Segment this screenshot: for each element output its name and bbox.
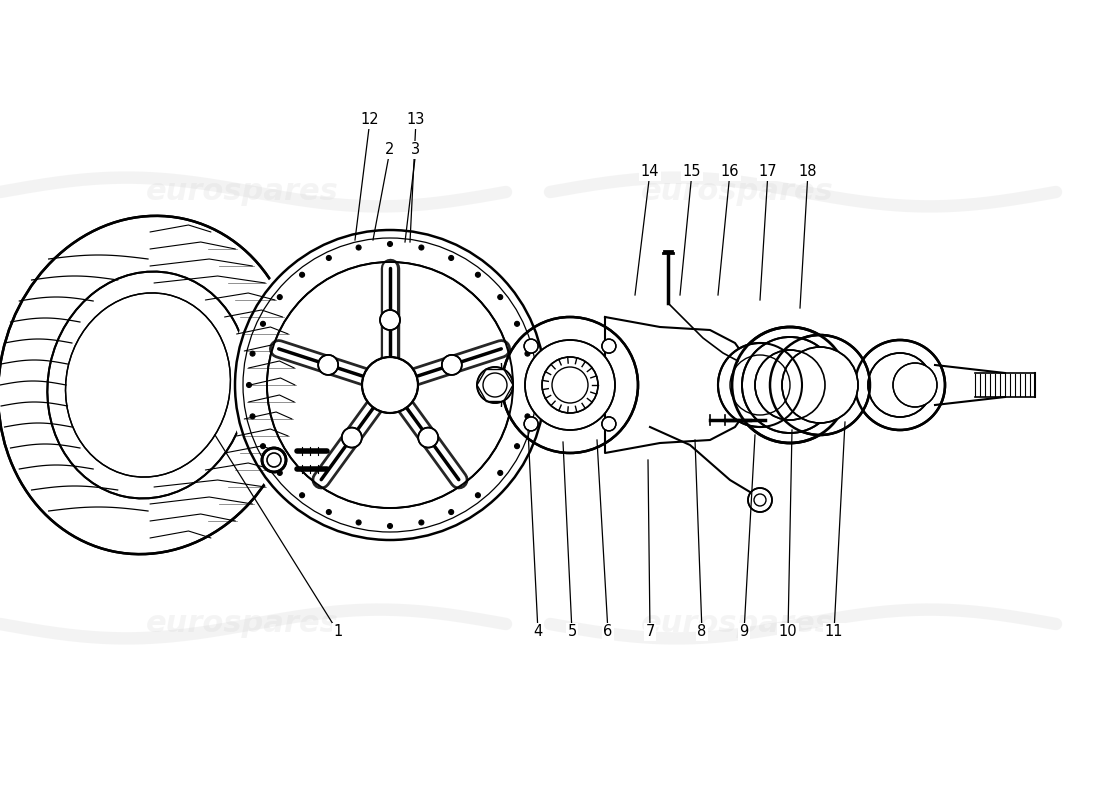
Circle shape xyxy=(342,427,362,447)
Text: 8: 8 xyxy=(697,625,706,639)
Circle shape xyxy=(449,255,453,261)
Text: 15: 15 xyxy=(683,165,702,179)
Circle shape xyxy=(356,245,361,250)
Circle shape xyxy=(379,310,400,330)
Circle shape xyxy=(742,337,838,433)
Circle shape xyxy=(602,417,616,431)
Circle shape xyxy=(230,225,550,545)
Circle shape xyxy=(387,523,393,529)
Circle shape xyxy=(542,357,598,413)
Circle shape xyxy=(782,347,858,423)
Circle shape xyxy=(442,355,462,375)
Circle shape xyxy=(868,353,932,417)
Text: 4: 4 xyxy=(534,625,542,639)
Text: eurospares: eurospares xyxy=(640,610,834,638)
Text: 18: 18 xyxy=(799,165,817,179)
Circle shape xyxy=(732,327,848,443)
Circle shape xyxy=(250,414,255,419)
Text: 17: 17 xyxy=(759,165,778,179)
Circle shape xyxy=(497,294,503,299)
Ellipse shape xyxy=(47,271,249,498)
Circle shape xyxy=(299,272,305,278)
Text: 2: 2 xyxy=(385,142,395,158)
Circle shape xyxy=(477,367,513,403)
Circle shape xyxy=(893,363,937,407)
Circle shape xyxy=(524,339,538,353)
Circle shape xyxy=(261,322,265,326)
Circle shape xyxy=(524,417,538,431)
Circle shape xyxy=(528,382,534,387)
Text: 9: 9 xyxy=(739,625,749,639)
Circle shape xyxy=(755,350,825,420)
Circle shape xyxy=(262,448,286,472)
Circle shape xyxy=(268,263,512,507)
Circle shape xyxy=(277,294,283,299)
Circle shape xyxy=(475,493,481,498)
Text: eurospares: eurospares xyxy=(145,610,339,638)
Circle shape xyxy=(277,470,283,475)
Text: 5: 5 xyxy=(568,625,576,639)
Circle shape xyxy=(318,355,338,375)
Circle shape xyxy=(770,335,870,435)
Text: 11: 11 xyxy=(825,625,844,639)
Polygon shape xyxy=(605,317,745,453)
Text: 13: 13 xyxy=(407,113,426,127)
Circle shape xyxy=(327,255,331,261)
Circle shape xyxy=(515,322,519,326)
Circle shape xyxy=(419,245,424,250)
Circle shape xyxy=(502,317,638,453)
Text: 10: 10 xyxy=(779,625,798,639)
Text: 14: 14 xyxy=(640,165,659,179)
Circle shape xyxy=(267,262,513,508)
Text: 7: 7 xyxy=(646,625,654,639)
Text: eurospares: eurospares xyxy=(640,178,834,206)
Circle shape xyxy=(525,351,530,356)
Circle shape xyxy=(387,242,393,246)
Circle shape xyxy=(362,357,418,413)
Text: 1: 1 xyxy=(333,625,342,639)
Circle shape xyxy=(449,510,453,514)
Ellipse shape xyxy=(0,216,298,554)
Text: 3: 3 xyxy=(411,142,420,158)
Circle shape xyxy=(418,427,438,447)
Text: eurospares: eurospares xyxy=(145,178,339,206)
Circle shape xyxy=(327,510,331,514)
Ellipse shape xyxy=(66,293,231,477)
Circle shape xyxy=(299,493,305,498)
Text: 12: 12 xyxy=(361,113,379,127)
Circle shape xyxy=(261,444,265,449)
Circle shape xyxy=(602,339,616,353)
Circle shape xyxy=(748,488,772,512)
Circle shape xyxy=(246,382,252,387)
Circle shape xyxy=(356,520,361,525)
Circle shape xyxy=(475,272,481,278)
Text: 6: 6 xyxy=(604,625,613,639)
Text: 16: 16 xyxy=(720,165,739,179)
Circle shape xyxy=(855,340,945,430)
Circle shape xyxy=(525,414,530,419)
Circle shape xyxy=(419,520,424,525)
Circle shape xyxy=(250,351,255,356)
Circle shape xyxy=(515,444,519,449)
Circle shape xyxy=(718,343,802,427)
Circle shape xyxy=(497,470,503,475)
Circle shape xyxy=(525,340,615,430)
